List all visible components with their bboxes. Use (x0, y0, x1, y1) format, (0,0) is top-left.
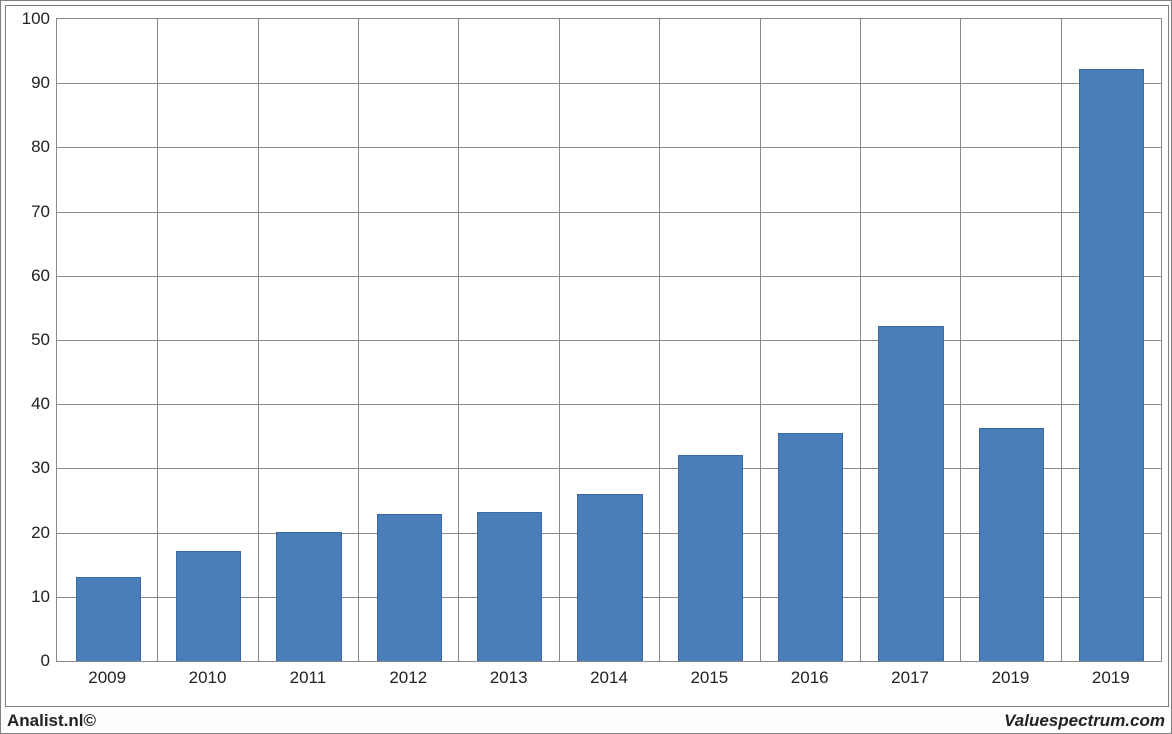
gridline-h (57, 276, 1161, 277)
x-axis-tick-label: 2019 (1092, 668, 1130, 688)
gridline-h (57, 147, 1161, 148)
chart-bar (979, 428, 1044, 661)
plot-area (56, 18, 1162, 662)
y-axis-tick-label: 30 (10, 458, 50, 478)
chart-bar (377, 514, 442, 661)
x-axis-tick-label: 2011 (290, 668, 327, 688)
x-axis-tick-label: 2014 (590, 668, 628, 688)
y-axis-tick-label: 70 (10, 202, 50, 222)
x-axis-tick-label: 2015 (690, 668, 728, 688)
chart-bar (276, 532, 341, 661)
chart-bar (878, 326, 943, 661)
y-axis-tick-label: 60 (10, 266, 50, 286)
y-axis-tick-label: 10 (10, 587, 50, 607)
gridline-v (860, 19, 861, 661)
chart-bar (577, 494, 642, 661)
gridline-v (258, 19, 259, 661)
y-axis-tick-label: 80 (10, 137, 50, 157)
x-axis-tick-label: 2010 (189, 668, 227, 688)
footer-right-text: Valuespectrum.com (1004, 711, 1165, 731)
gridline-v (659, 19, 660, 661)
chart-frame: 0 10 20 30 40 50 60 70 80 90 100 2009 2010 2011 2012 20… (5, 5, 1169, 707)
gridline-v (458, 19, 459, 661)
y-axis-tick-label: 20 (10, 523, 50, 543)
chart-bar (678, 455, 743, 661)
gridline-v (1061, 19, 1062, 661)
y-axis-tick-label: 50 (10, 330, 50, 350)
gridline-h (57, 404, 1161, 405)
chart-bar (778, 433, 843, 661)
x-axis-tick-label: 2019 (992, 668, 1030, 688)
y-axis-tick-label: 0 (10, 651, 50, 671)
gridline-v (760, 19, 761, 661)
gridline-v (358, 19, 359, 661)
chart-bar (477, 512, 542, 661)
chart-bar (76, 577, 141, 661)
gridline-v (157, 19, 158, 661)
x-axis-tick-label: 2009 (88, 668, 126, 688)
outer-frame: 0 10 20 30 40 50 60 70 80 90 100 2009 2010 2011 2012 20… (0, 0, 1172, 734)
x-axis-tick-label: 2016 (791, 668, 829, 688)
x-axis-tick-label: 2012 (389, 668, 427, 688)
gridline-h (57, 212, 1161, 213)
x-axis-tick-label: 2013 (490, 668, 528, 688)
footer: Analist.nl© Valuespectrum.com (7, 711, 1165, 731)
x-axis-tick-label: 2017 (891, 668, 929, 688)
gridline-v (559, 19, 560, 661)
chart-bar (1079, 69, 1144, 661)
gridline-h (57, 83, 1161, 84)
y-axis-tick-label: 40 (10, 394, 50, 414)
y-axis-tick-label: 90 (10, 73, 50, 93)
gridline-v (960, 19, 961, 661)
chart-bar (176, 551, 241, 661)
y-axis-tick-label: 100 (10, 9, 50, 29)
footer-left-text: Analist.nl© (7, 711, 96, 731)
gridline-h (57, 340, 1161, 341)
